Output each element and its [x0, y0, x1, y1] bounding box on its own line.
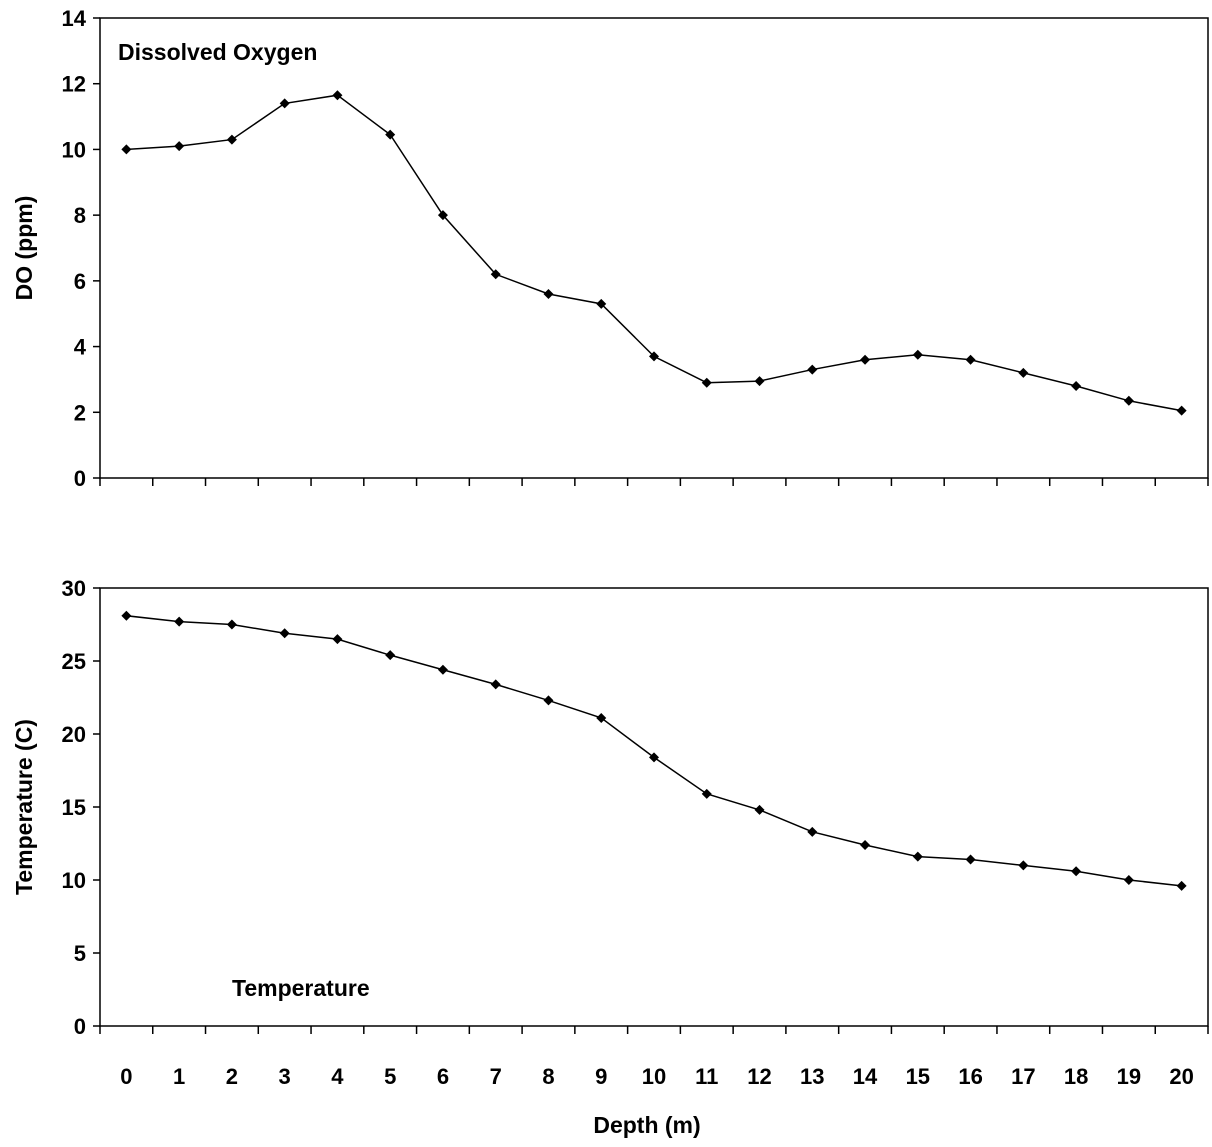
x-tick-label: 19 [1117, 1064, 1141, 1089]
y-tick-label: 10 [62, 868, 86, 893]
data-point [1018, 367, 1029, 378]
data-point [332, 90, 343, 101]
y-tick-label: 0 [74, 466, 86, 491]
do-series-line [126, 94, 1182, 412]
x-tick-label: 17 [1011, 1064, 1035, 1089]
do-series-points [121, 90, 1187, 416]
x-tick-label: 7 [490, 1064, 502, 1089]
data-point [385, 650, 396, 661]
x-tick-label: 12 [747, 1064, 771, 1089]
x-tick-label: 8 [542, 1064, 554, 1089]
x-tick-label: 15 [906, 1064, 930, 1089]
data-point [121, 610, 132, 621]
data-point [596, 712, 607, 723]
do-y-axis-title: DO (ppm) [11, 196, 37, 301]
do-panel-label: Dissolved Oxygen [118, 39, 317, 65]
y-tick-label: 5 [74, 941, 86, 966]
data-point [121, 144, 132, 155]
do-panel: 0 2 4 6 8 10 12 14 Dissolved Oxygen DO (ppm) [11, 6, 1209, 491]
data-point [754, 376, 765, 387]
y-tick-label: 30 [62, 576, 86, 601]
temperature-plot-frame [99, 587, 1209, 1027]
temperature-y-axis-title: Temperature (C) [11, 719, 37, 895]
y-tick-label: 0 [74, 1014, 86, 1039]
data-point [1123, 875, 1134, 885]
data-point [1071, 866, 1082, 877]
y-tick-label: 8 [74, 203, 86, 228]
data-point [807, 364, 818, 375]
x-tick-label: 16 [958, 1064, 982, 1089]
data-point [701, 788, 712, 799]
data-point [701, 377, 712, 388]
data-point [437, 210, 448, 221]
x-tick-label: 0 [120, 1064, 132, 1089]
data-point [596, 298, 607, 309]
data-point [912, 349, 923, 360]
data-point [279, 98, 290, 109]
x-tick-label: 14 [853, 1064, 878, 1089]
x-tick-label: 6 [437, 1064, 449, 1089]
data-point [174, 616, 185, 627]
y-tick-label: 2 [74, 400, 86, 425]
do-x-ticks [99, 478, 1209, 486]
do-plot-frame [99, 17, 1209, 479]
data-point [649, 351, 659, 362]
x-tick-label: 4 [331, 1064, 344, 1089]
x-tick-label: 20 [1169, 1064, 1193, 1089]
y-tick-label: 6 [74, 269, 86, 294]
y-tick-label: 4 [74, 335, 87, 360]
temperature-series-points [121, 610, 1187, 891]
do-y-ticks: 0 2 4 6 8 10 12 14 [62, 6, 100, 491]
data-point [1123, 395, 1134, 406]
data-point [860, 839, 871, 850]
x-tick-label: 13 [800, 1064, 824, 1089]
x-tick-label: 1 [173, 1064, 185, 1089]
data-point [1176, 880, 1187, 891]
data-point [226, 134, 237, 145]
data-point [279, 628, 290, 639]
data-point [807, 826, 818, 837]
data-point [1018, 860, 1029, 871]
data-point [385, 129, 396, 140]
x-axis-title: Depth (m) [593, 1112, 700, 1138]
data-point [754, 804, 765, 815]
y-tick-label: 12 [62, 72, 86, 97]
x-tick-label: 2 [226, 1064, 238, 1089]
y-tick-label: 15 [62, 795, 86, 820]
y-tick-label: 20 [62, 722, 86, 747]
data-point [543, 289, 554, 299]
x-tick-label: 18 [1064, 1064, 1088, 1089]
y-tick-label: 25 [62, 649, 86, 674]
data-point [1176, 405, 1187, 416]
data-point [1071, 381, 1082, 391]
temperature-x-ticks: 0 1 2 3 4 5 6 7 8 9 10 11 12 13 14 15 16 17 18 19 20 [99, 1026, 1209, 1089]
temperature-y-ticks: 0 5 10 15 20 25 30 [62, 576, 100, 1039]
data-point [860, 354, 871, 365]
x-tick-label: 10 [642, 1064, 666, 1089]
data-point [543, 695, 554, 706]
data-point [226, 619, 237, 630]
y-tick-label: 14 [62, 6, 87, 31]
data-point [174, 141, 185, 152]
x-tick-label: 9 [595, 1064, 607, 1089]
data-point [912, 851, 923, 862]
x-tick-label: 5 [384, 1064, 396, 1089]
x-tick-label: 3 [279, 1064, 291, 1089]
data-point [332, 634, 343, 645]
x-tick-label: 11 [695, 1064, 718, 1089]
temperature-series-line [126, 614, 1182, 887]
y-tick-label: 10 [62, 137, 86, 162]
data-point [490, 679, 501, 690]
data-point [965, 854, 976, 865]
data-point [437, 664, 448, 675]
temperature-panel-label: Temperature [232, 975, 370, 1001]
data-point [649, 752, 659, 763]
data-point [965, 354, 976, 365]
data-point [490, 269, 501, 280]
